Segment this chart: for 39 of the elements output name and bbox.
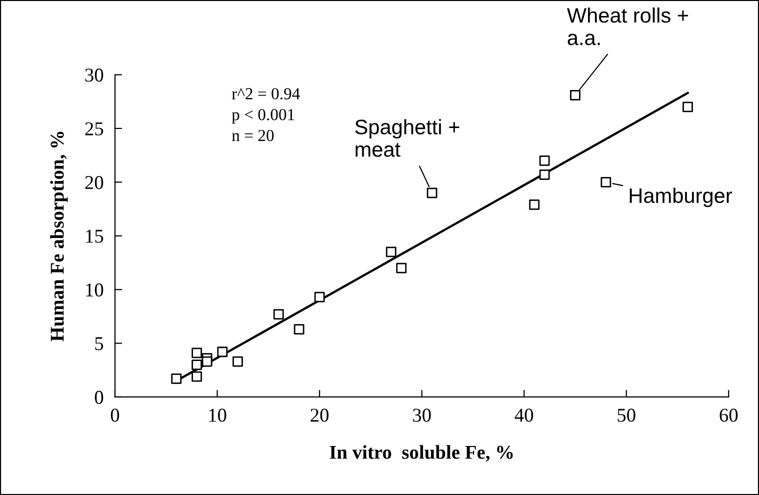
y-tick-label: 30 xyxy=(85,68,104,82)
y-tick-label: 0 xyxy=(94,390,104,404)
point xyxy=(570,90,580,100)
x-tick-label: 50 xyxy=(618,408,636,422)
y-tick-label: 20 xyxy=(85,176,104,190)
point xyxy=(232,356,243,367)
point xyxy=(294,324,304,335)
point xyxy=(217,346,228,358)
x-tick-label: 0 xyxy=(110,408,120,422)
point xyxy=(396,262,407,274)
point xyxy=(273,309,284,320)
point xyxy=(314,292,325,302)
x-tick-label: 60 xyxy=(720,408,738,422)
y-axis-title: Human Fe absorption, % xyxy=(50,132,68,342)
y-tick-label: 15 xyxy=(86,230,104,243)
point xyxy=(192,360,202,370)
point xyxy=(529,200,540,210)
point xyxy=(426,188,438,198)
x-tick-label: 30 xyxy=(413,408,431,422)
point xyxy=(539,169,550,180)
point xyxy=(682,102,693,112)
y-tick-label: 5 xyxy=(95,337,104,350)
annotation: Spaghetti + meat xyxy=(355,119,460,157)
annotation: Wheat rolls + a.a. xyxy=(566,7,688,46)
point xyxy=(171,374,182,384)
y-tick-label: 25 xyxy=(85,122,104,136)
annotation: r^2 = 0.94 p < 0.001 n = 20 xyxy=(232,88,300,142)
point xyxy=(539,155,550,166)
x-tick-label: 10 xyxy=(209,408,226,422)
point xyxy=(386,246,396,258)
y-tick-label: 10 xyxy=(86,283,104,297)
point xyxy=(202,356,212,367)
point xyxy=(600,176,612,188)
annotation: Hamburger xyxy=(630,188,732,208)
point xyxy=(192,348,202,358)
x-tick-label: 20 xyxy=(310,408,329,422)
x-axis-title: In vitro soluble Fe, % xyxy=(330,445,513,462)
x-tick-label: 40 xyxy=(514,408,534,422)
point xyxy=(192,371,202,382)
